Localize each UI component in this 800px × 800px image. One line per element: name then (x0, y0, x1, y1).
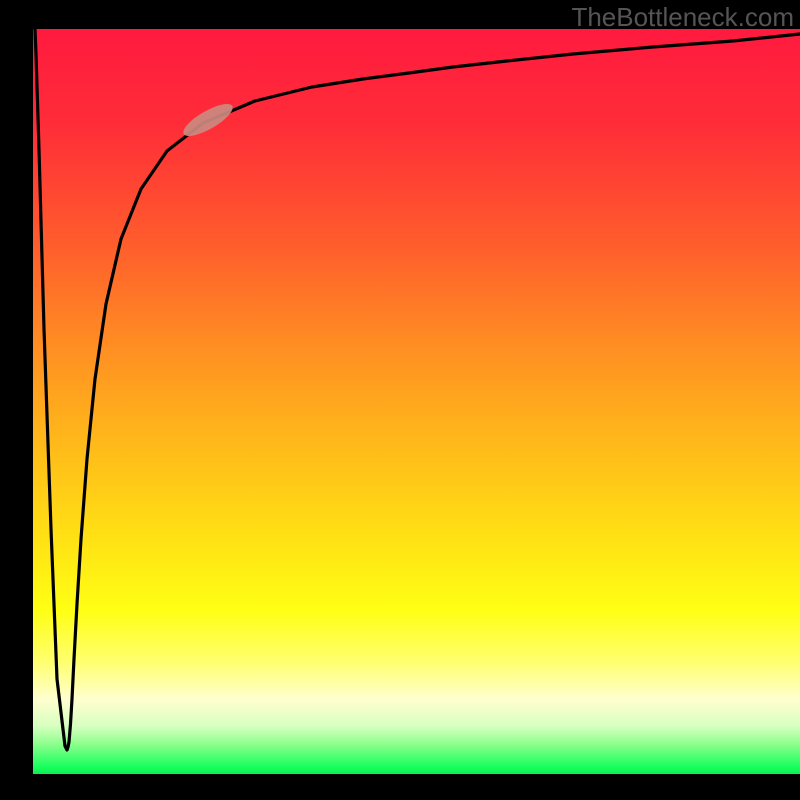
highlight-marker (179, 98, 236, 142)
curve-line (35, 29, 800, 750)
attribution-text: TheBottleneck.com (571, 2, 794, 33)
chart-plot-area (33, 29, 800, 774)
curve-layer (33, 29, 800, 774)
chart-frame: TheBottleneck.com (0, 0, 800, 800)
